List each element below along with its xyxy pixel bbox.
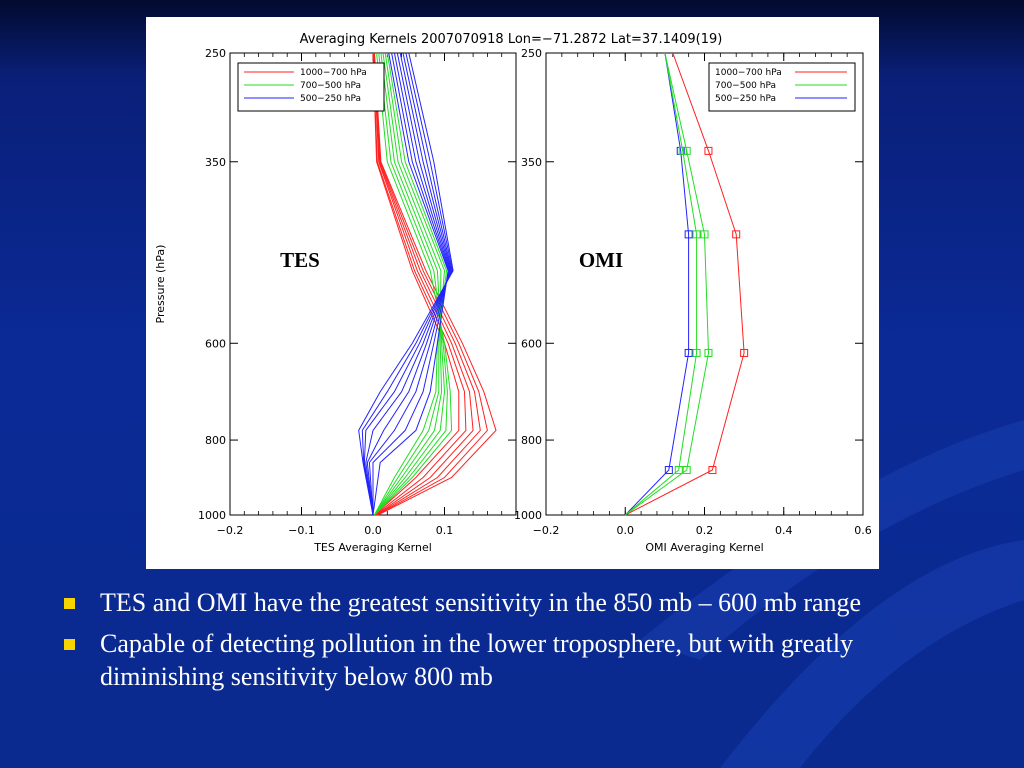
- y-tick-label: 600: [205, 337, 226, 350]
- y-axis-label: Pressure (hPa): [154, 245, 167, 324]
- series-line: [358, 52, 454, 516]
- bullet-item: Capable of detecting pollution in the lo…: [62, 627, 962, 693]
- y-tick-label: 1000: [198, 509, 226, 522]
- series-marker: [664, 466, 673, 475]
- y-tick-label: 350: [521, 156, 542, 169]
- panel-label: OMI: [579, 248, 623, 272]
- x-axis-label: TES Averaging Kernel: [313, 541, 432, 554]
- bullet-text: Capable of detecting pollution in the lo…: [100, 629, 854, 691]
- series-marker: [740, 348, 749, 357]
- series-marker: [700, 230, 709, 239]
- legend-label: 700−500 hPa: [715, 81, 776, 91]
- legend-box: [708, 62, 856, 112]
- series-line: [363, 52, 453, 516]
- series-line: [373, 52, 497, 516]
- series-line: [625, 52, 745, 516]
- series-marker: [704, 146, 713, 155]
- y-tick-label: 250: [521, 47, 542, 60]
- x-tick-label: 0.6: [854, 524, 872, 537]
- legend-label: 700−500 hPa: [300, 81, 361, 91]
- series-line: [372, 52, 467, 516]
- x-tick-label: 0.0: [364, 524, 382, 537]
- legend-label: 1000−700 hPa: [715, 68, 782, 78]
- bullet-text: TES and OMI have the greatest sensitivit…: [100, 588, 862, 617]
- series-marker: [678, 146, 687, 155]
- series-line: [372, 52, 460, 516]
- bullet-square-icon: [64, 639, 75, 650]
- series-line: [366, 52, 451, 516]
- charts-svg: Averaging Kernels 2007070918 Lon=−71.287…: [154, 32, 872, 554]
- bullet-list: TES and OMI have the greatest sensitivit…: [62, 586, 962, 701]
- y-tick-label: 250: [205, 47, 226, 60]
- series-line: [374, 52, 448, 516]
- series-marker: [692, 348, 701, 357]
- series-line: [365, 52, 452, 516]
- series-line: [373, 52, 474, 516]
- x-tick-label: 0.2: [696, 524, 714, 537]
- plot-frame: [545, 52, 864, 516]
- series-line: [373, 52, 448, 516]
- legend-label: 500−250 hPa: [300, 94, 361, 104]
- averaging-kernels-figure: Averaging Kernels 2007070918 Lon=−71.287…: [146, 17, 879, 569]
- y-tick-label: 800: [205, 434, 226, 447]
- x-axis-label: OMI Averaging Kernel: [645, 541, 763, 554]
- series-line: [368, 52, 451, 516]
- series-marker: [674, 466, 683, 475]
- x-tick-label: 0.1: [436, 524, 454, 537]
- x-tick-label: −0.2: [217, 524, 244, 537]
- legend-box: [237, 62, 385, 112]
- series-line: [373, 52, 488, 516]
- series-line: [373, 52, 481, 516]
- series-line: [373, 52, 446, 516]
- series-line: [374, 52, 453, 516]
- series-marker: [732, 230, 741, 239]
- series-marker: [708, 466, 717, 475]
- legend-label: 1000−700 hPa: [300, 68, 367, 78]
- bullet-square-icon: [64, 598, 75, 609]
- bullet-item: TES and OMI have the greatest sensitivit…: [62, 586, 962, 619]
- series-line: [372, 52, 450, 515]
- series-marker: [682, 466, 691, 475]
- x-tick-label: −0.2: [533, 524, 560, 537]
- series-line: [625, 52, 710, 516]
- series-marker: [692, 230, 701, 239]
- y-tick-label: 1000: [514, 509, 542, 522]
- x-tick-label: 0.0: [617, 524, 635, 537]
- x-tick-label: 0.4: [775, 524, 793, 537]
- series-marker: [684, 348, 693, 357]
- x-tick-label: −0.1: [288, 524, 315, 537]
- y-tick-label: 600: [521, 337, 542, 350]
- series-line: [624, 52, 690, 516]
- series-line: [372, 52, 449, 516]
- series-marker: [704, 348, 713, 357]
- series-marker: [684, 230, 693, 239]
- panel-label: TES: [280, 248, 320, 272]
- series-line: [361, 52, 453, 516]
- series-line: [374, 52, 446, 516]
- series-line: [373, 52, 443, 516]
- legend-label: 500−250 hPa: [715, 94, 776, 104]
- chart-title: Averaging Kernels 2007070918 Lon=−71.287…: [300, 32, 723, 47]
- series-line: [624, 52, 698, 516]
- y-tick-label: 350: [205, 156, 226, 169]
- y-tick-label: 800: [521, 434, 542, 447]
